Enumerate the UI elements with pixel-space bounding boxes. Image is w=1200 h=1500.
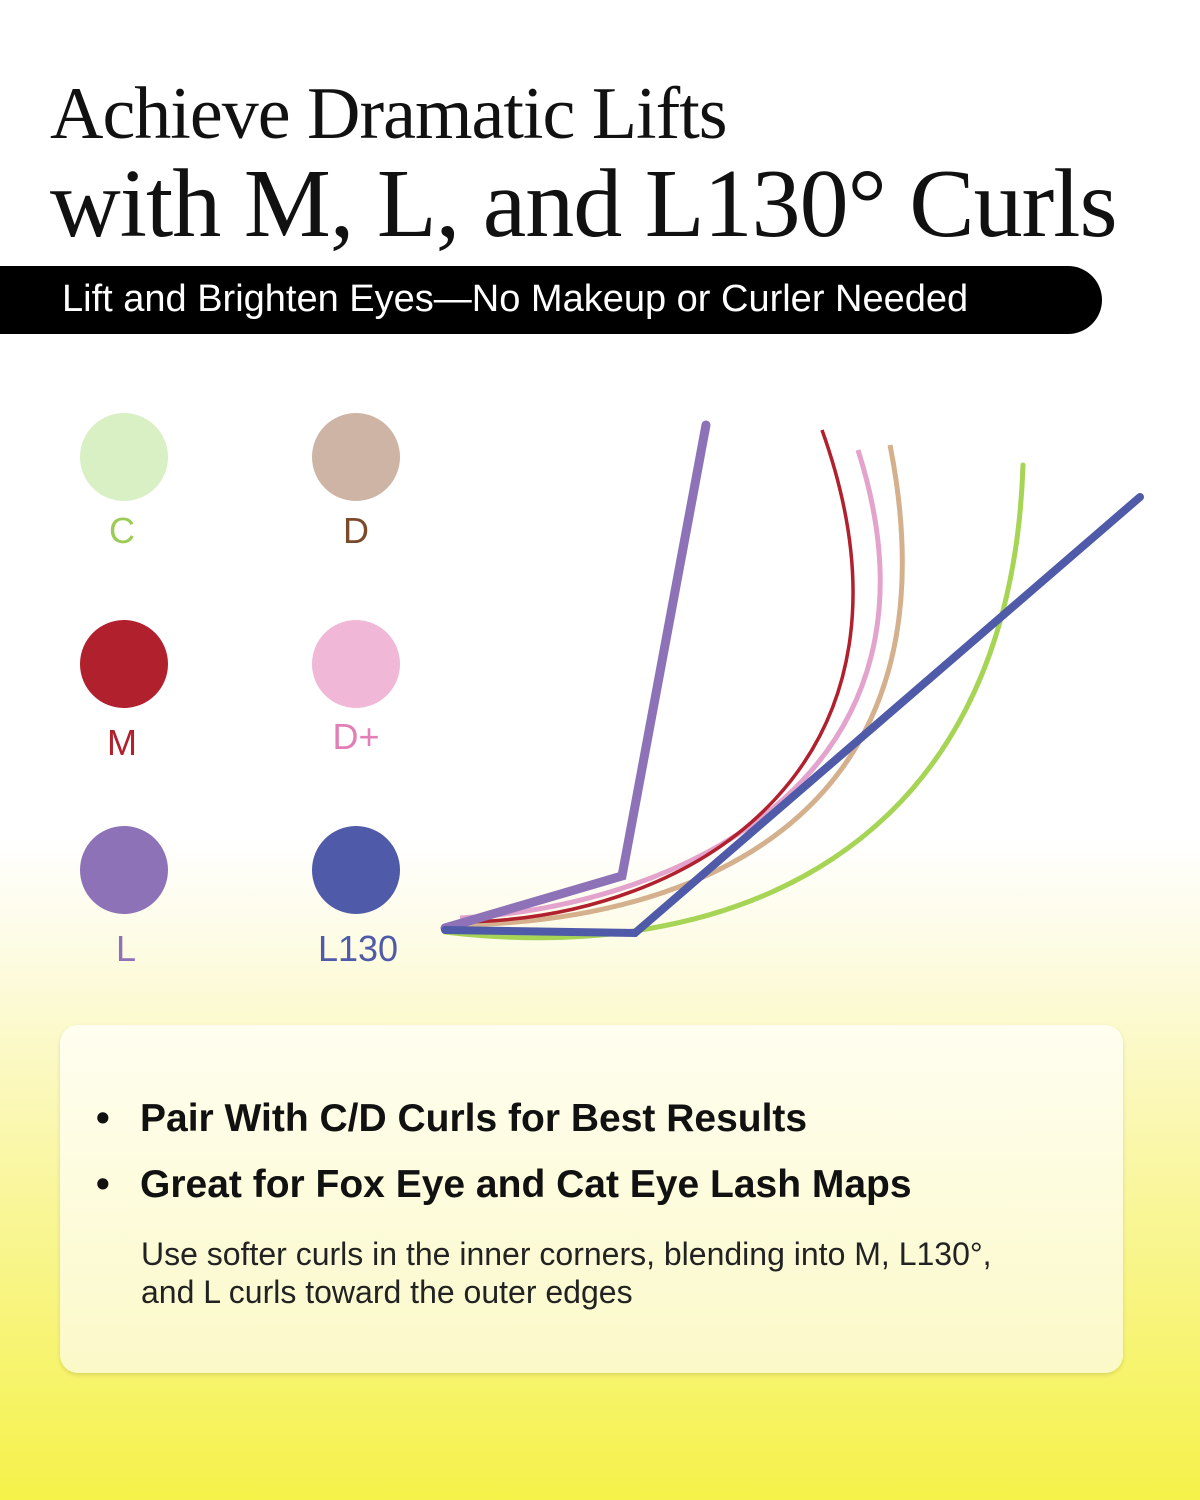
swatch-l: [80, 826, 168, 914]
swatch-d: [312, 413, 400, 501]
curve-m: [459, 429, 855, 924]
tip-note: Use softer curls in the inner corners, b…: [141, 1236, 992, 1310]
tip-text-1: Pair With C/D Curls for Best Results: [140, 1097, 808, 1140]
subtitle-banner: Lift and Brighten Eyes—No Makeup or Curl…: [0, 266, 1102, 334]
curve-c: [442, 462, 1026, 941]
swatch-l130: [312, 826, 400, 914]
label-d: D: [343, 510, 369, 551]
label-l: L: [115, 928, 137, 969]
curve-l130: [441, 493, 1144, 938]
label-c: C: [109, 510, 135, 551]
headline-line-1: Achieve Dramatic Lifts: [50, 73, 728, 155]
curve-d: [459, 444, 905, 928]
curve-dplus: [459, 449, 883, 921]
curl-diagram: [440, 420, 1144, 941]
curve-l: [440, 420, 711, 933]
label-m: M: [107, 722, 137, 763]
swatch-dplus: [312, 620, 400, 708]
swatch-m: [80, 620, 168, 708]
tip-bullet-2: • Great for Fox Eye and Cat Eye Lash Maps: [96, 1163, 912, 1206]
label-dplus: D+: [332, 716, 380, 757]
label-l130: L130: [317, 928, 399, 969]
tips-card: • Pair With C/D Curls for Best Results • G…: [60, 1025, 1123, 1373]
swatch-c: [80, 413, 168, 501]
tip-bullet-1: • Pair With C/D Curls for Best Results: [96, 1097, 808, 1140]
tip-text-2: Great for Fox Eye and Cat Eye Lash Maps: [140, 1163, 912, 1206]
banner-text: Lift and Brighten Eyes—No Makeup or Curl…: [62, 278, 969, 320]
headline-line-2: with M, L, and L130° Curls: [50, 150, 1118, 258]
